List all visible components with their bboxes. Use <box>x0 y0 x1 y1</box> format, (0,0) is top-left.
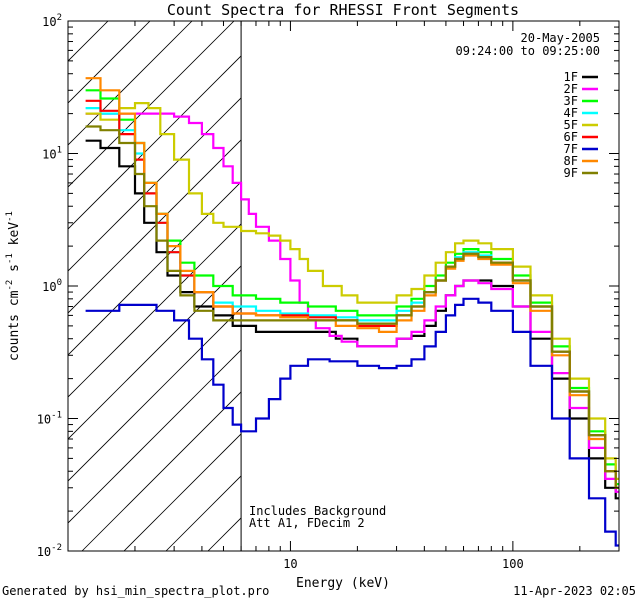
y-tick-exponent: -2 <box>51 543 62 553</box>
y-tick-label: 101 <box>42 146 62 162</box>
y-axis-label: counts cm-2 s-1 keV-1 <box>5 211 22 361</box>
y-tick-label: 10-1 <box>37 411 62 427</box>
hatch-line <box>68 265 242 440</box>
hatch-line <box>68 21 235 188</box>
hatch-lines <box>68 0 640 551</box>
hatch-line <box>292 0 640 551</box>
hatch-line <box>376 0 640 551</box>
y-tick-base: 10 <box>42 148 56 162</box>
series-lines <box>85 77 619 547</box>
y-axis-label-mid2: keV <box>7 222 22 253</box>
legend-label-3F: 3F <box>564 94 578 108</box>
y-tick-label: 102 <box>42 13 62 29</box>
legend-label-2F: 2F <box>564 82 578 96</box>
x-tick-label: 100 <box>502 557 524 571</box>
annotation-attenuator: Att A1, FDecim 2 <box>249 516 365 530</box>
series-line-8F <box>85 77 619 489</box>
x-tick-label: 10 <box>283 557 297 571</box>
annotation-background: Includes Background <box>249 504 386 518</box>
series-line-7F <box>85 297 619 547</box>
hatch-line <box>68 21 109 62</box>
y-tick-label: 100 <box>42 278 62 294</box>
hatch-line <box>334 0 640 551</box>
observation-date: 20-May-2005 <box>521 31 600 45</box>
hatch-line <box>460 0 640 551</box>
series-line-2F <box>85 112 619 493</box>
series-line-9F <box>85 125 619 489</box>
legend-label-9F: 9F <box>564 166 578 180</box>
hatch-line <box>81 391 242 551</box>
hatch-line <box>68 97 242 272</box>
y-tick-base: 10 <box>42 280 56 294</box>
hatch-line <box>68 21 193 146</box>
hatch-line <box>68 349 242 524</box>
plot-frame <box>67 20 620 552</box>
legend-label-8F: 8F <box>564 154 578 168</box>
legend-label-5F: 5F <box>564 118 578 132</box>
y-tick-exponent: -1 <box>51 411 62 421</box>
y-axis-label-exp1: -2 <box>5 280 15 291</box>
y-tick-base: 10 <box>37 413 51 427</box>
y-tick-base: 10 <box>37 545 51 559</box>
observation-time-range: 09:24:00 to 09:25:00 <box>456 44 601 58</box>
legend-label-7F: 7F <box>564 142 578 156</box>
hatch-line <box>68 181 242 356</box>
legend-label-1F: 1F <box>564 70 578 84</box>
y-axis-label-exp2: -1 <box>5 253 15 264</box>
y-tick-base: 10 <box>42 15 56 29</box>
x-axis-label: Energy (keV) <box>296 576 390 591</box>
y-axis-label-exp3: -1 <box>5 211 15 222</box>
hatch-line <box>68 307 242 482</box>
y-axis-label-mid: s <box>7 264 22 280</box>
y-axis-label-main: counts cm <box>7 290 22 361</box>
instrument-excluded-region <box>68 0 640 551</box>
hatch-line <box>123 433 242 551</box>
footer-date: 11-Apr-2023 02:05 <box>513 584 636 598</box>
y-tick-label: 10-2 <box>37 543 62 559</box>
footer-generated-by: Generated by hsi_min_spectra_plot.pro <box>2 584 269 598</box>
y-tick-exponent: 1 <box>57 146 62 156</box>
legend-label-6F: 6F <box>564 130 578 144</box>
y-tick-exponent: 2 <box>57 13 62 23</box>
y-tick-exponent: 0 <box>57 278 62 288</box>
legend-label-4F: 4F <box>564 106 578 120</box>
hatch-line <box>68 139 242 314</box>
series-line-4F <box>85 107 619 489</box>
hatch-line <box>68 21 151 104</box>
hatch-line <box>68 223 242 398</box>
series-line-5F <box>85 102 619 480</box>
chart-title: Count Spectra for RHESSI Front Segments <box>167 1 519 19</box>
